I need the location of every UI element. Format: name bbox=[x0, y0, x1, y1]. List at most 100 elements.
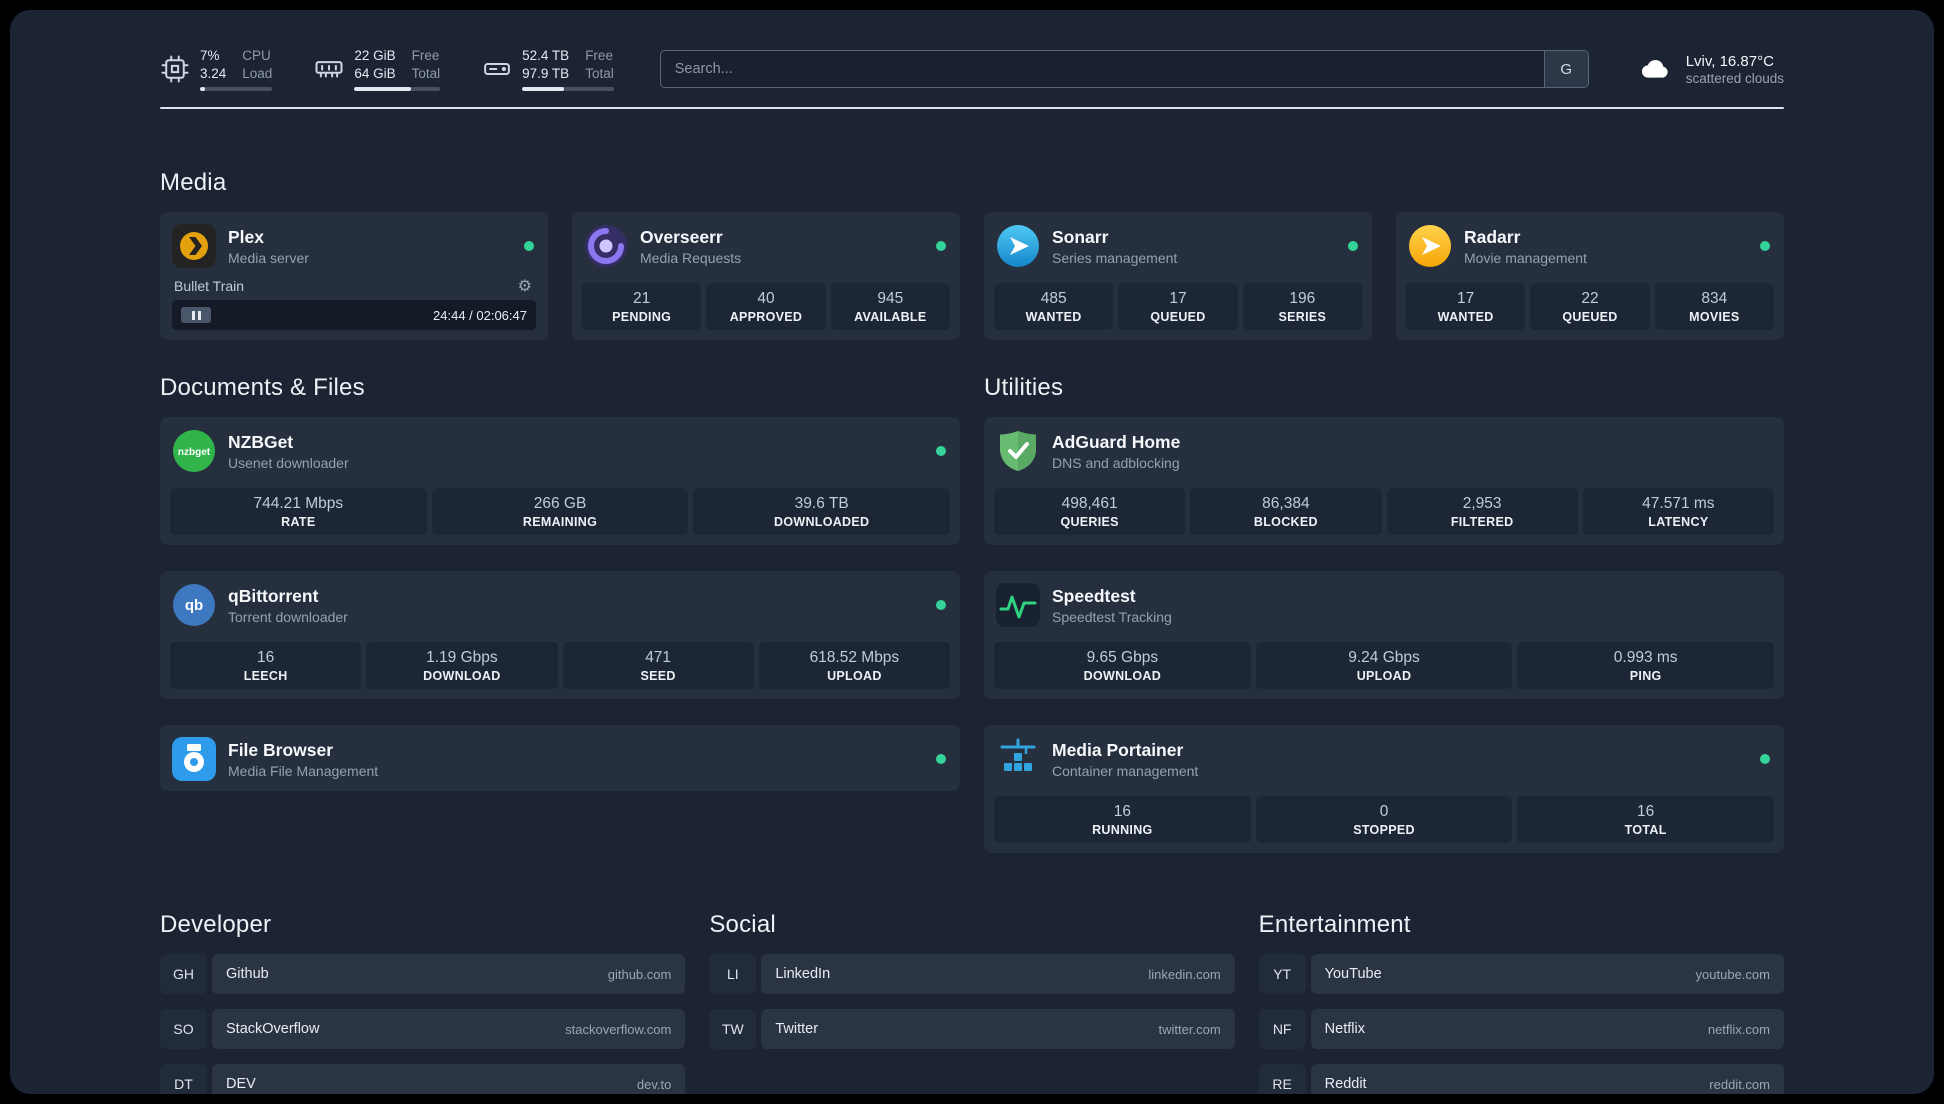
service-card-overseerr[interactable]: Overseerr Media Requests 21 PENDING 40 APP… bbox=[572, 212, 960, 340]
search-provider-button[interactable]: G bbox=[1543, 51, 1588, 87]
service-description: Movie management bbox=[1464, 249, 1587, 266]
stat-remaining: 266 GB REMAINING bbox=[431, 488, 689, 535]
section-title-social: Social bbox=[709, 911, 776, 938]
weather-widget: Lviv, 16.87°C scattered clouds bbox=[1635, 53, 1784, 86]
section-title-media: Media bbox=[160, 169, 227, 196]
service-description: Series management bbox=[1052, 249, 1178, 266]
stat-upload: 9.24 Gbps UPLOAD bbox=[1255, 642, 1513, 689]
disk-icon bbox=[482, 54, 512, 84]
bookmark-github[interactable]: GH Github github.com bbox=[160, 954, 686, 994]
bookmark-abbr: TW bbox=[709, 1009, 757, 1049]
service-card-nzbget[interactable]: nzbget NZBGet Usenet downloader 744.21 M… bbox=[160, 417, 960, 545]
service-description: Container management bbox=[1052, 762, 1199, 779]
status-dot bbox=[1760, 241, 1770, 251]
bookmark-name: Github bbox=[226, 966, 269, 982]
disk-total-label: Total bbox=[585, 66, 614, 81]
status-dot bbox=[936, 241, 946, 251]
stat-wanted: 485 WANTED bbox=[994, 283, 1114, 330]
stat-download: 9.65 Gbps DOWNLOAD bbox=[994, 642, 1251, 689]
bookmark-name: StackOverflow bbox=[226, 1021, 320, 1037]
bookmark-domain: stackoverflow.com bbox=[565, 1021, 672, 1037]
service-card-radarr[interactable]: Radarr Movie management 17 WANTED 22 QUEUE… bbox=[1396, 212, 1784, 340]
cpu-progress-bar bbox=[200, 86, 273, 91]
service-description: DNS and adblocking bbox=[1052, 454, 1180, 471]
bookmark-name: YouTube bbox=[1324, 966, 1382, 982]
bookmark-stackoverflow[interactable]: SO StackOverflow stackoverflow.com bbox=[160, 1009, 686, 1049]
service-card-sonarr[interactable]: Sonarr Series management 485 WANTED 17 QUE… bbox=[984, 212, 1372, 340]
bookmark-group-social: Social LI LinkedIn linkedin.com TW Twitte… bbox=[709, 911, 1235, 1094]
service-name: Speedtest bbox=[1052, 585, 1136, 606]
bookmark-netflix[interactable]: NF Netflix netflix.com bbox=[1258, 1009, 1784, 1049]
service-name: Overseerr bbox=[640, 226, 723, 247]
stat-download: 1.19 Gbps DOWNLOAD bbox=[366, 642, 558, 689]
qbittorrent-icon: qb bbox=[172, 583, 216, 627]
service-card-plex[interactable]: Plex Media server Bullet Train ⚙ 24:44 /… bbox=[160, 212, 548, 340]
adguard-icon bbox=[996, 429, 1040, 473]
stat-queued: 22 QUEUED bbox=[1530, 283, 1650, 330]
plex-now-playing: Bullet Train ⚙ 24:44 / 02:06:47 bbox=[170, 276, 538, 330]
stat-queued: 17 QUEUED bbox=[1118, 283, 1238, 330]
cpu-usage-label: CPU bbox=[242, 48, 271, 64]
status-dot bbox=[936, 446, 946, 456]
service-card-media-portainer[interactable]: Media Portainer Container management 16 R… bbox=[984, 725, 1784, 853]
service-name: Plex bbox=[228, 226, 264, 247]
now-playing-title: Bullet Train bbox=[174, 278, 245, 294]
radarr-icon bbox=[1408, 224, 1452, 268]
bookmark-group-developer: Developer GH Github github.com SO StackOv… bbox=[160, 911, 686, 1094]
memory-widget: 22 GiB Free 64 GiB Total bbox=[314, 47, 441, 91]
memory-free-label: Free bbox=[411, 48, 440, 64]
overseerr-icon bbox=[584, 224, 628, 268]
bookmark-reddit[interactable]: RE Reddit reddit.com bbox=[1258, 1064, 1784, 1094]
stat-seed: 471 SEED bbox=[562, 642, 754, 689]
pause-button[interactable] bbox=[181, 307, 211, 323]
status-dot bbox=[1760, 754, 1770, 764]
disk-progress-fill bbox=[522, 86, 565, 91]
svg-text:qb: qb bbox=[185, 597, 203, 614]
bookmark-group-entertainment: Entertainment YT YouTube youtube.com NF N… bbox=[1258, 911, 1784, 1094]
bookmark-domain: netflix.com bbox=[1707, 1021, 1770, 1037]
service-card-speedtest[interactable]: Speedtest Speedtest Tracking 9.65 Gbps DO… bbox=[984, 571, 1784, 699]
service-description: Media File Management bbox=[228, 762, 379, 779]
memory-progress-bar bbox=[354, 86, 441, 91]
sonarr-icon bbox=[996, 224, 1040, 268]
bookmark-dev[interactable]: DT DEV dev.to bbox=[160, 1064, 686, 1094]
disk-free-label: Free bbox=[585, 48, 613, 64]
bookmark-abbr: RE bbox=[1258, 1064, 1306, 1094]
svg-text:nzbget: nzbget bbox=[178, 447, 211, 458]
bookmark-abbr: SO bbox=[160, 1009, 207, 1049]
resource-widgets: 7% CPU 3.24 Load 22 GiB Free 64 G bbox=[160, 47, 614, 91]
stat-rate: 744.21 Mbps RATE bbox=[170, 488, 427, 535]
service-name: Sonarr bbox=[1052, 226, 1109, 247]
stat-approved: 40 APPROVED bbox=[706, 283, 826, 330]
bookmark-twitter[interactable]: TW Twitter twitter.com bbox=[709, 1009, 1235, 1049]
bookmark-abbr: YT bbox=[1258, 954, 1306, 994]
disk-free-value: 52.4 TB bbox=[522, 48, 570, 64]
service-description: Torrent downloader bbox=[228, 608, 348, 625]
service-card-filebrowser[interactable]: File Browser Media File Management bbox=[160, 725, 960, 791]
section-title-documents: Documents & Files bbox=[160, 374, 365, 401]
playback-time: 24:44 / 02:06:47 bbox=[433, 307, 527, 323]
bookmark-abbr: GH bbox=[160, 954, 207, 994]
bookmark-youtube[interactable]: YT YouTube youtube.com bbox=[1258, 954, 1784, 994]
gear-icon[interactable]: ⚙ bbox=[517, 278, 532, 295]
bookmarks: Developer GH Github github.com SO StackOv… bbox=[160, 911, 1784, 1094]
bookmark-linkedin[interactable]: LI LinkedIn linkedin.com bbox=[709, 954, 1235, 994]
bookmark-abbr: DT bbox=[160, 1064, 207, 1094]
bookmark-domain: reddit.com bbox=[1709, 1076, 1770, 1092]
speedtest-icon bbox=[996, 583, 1040, 627]
weather-condition: scattered clouds bbox=[1685, 70, 1784, 86]
bookmark-domain: github.com bbox=[607, 966, 672, 982]
cpu-load-label: Load bbox=[242, 66, 273, 81]
cpu-load-value: 3.24 bbox=[200, 66, 227, 81]
service-card-adguard-home[interactable]: AdGuard Home DNS and adblocking 498,461 Q… bbox=[984, 417, 1784, 545]
bookmark-name: Netflix bbox=[1324, 1021, 1365, 1037]
memory-free-value: 22 GiB bbox=[354, 48, 396, 64]
service-card-qbittorrent[interactable]: qb qBittorrent Torrent downloader 16 LEEC… bbox=[160, 571, 960, 699]
stat-available: 945 AVAILABLE bbox=[830, 283, 950, 330]
section-media: Media Plex Media server Bullet Train bbox=[160, 169, 1784, 340]
stat-stopped: 0 STOPPED bbox=[1255, 796, 1513, 843]
search-input[interactable] bbox=[660, 51, 1544, 87]
cloud-icon bbox=[1635, 53, 1675, 85]
stat-filtered: 2,953 FILTERED bbox=[1386, 488, 1578, 535]
service-name: NZBGet bbox=[228, 431, 294, 452]
